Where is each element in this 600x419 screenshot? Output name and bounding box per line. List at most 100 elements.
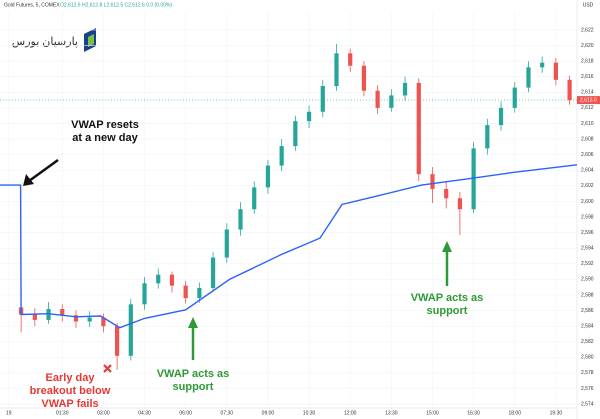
x-tick-label: 10:30 — [303, 410, 316, 416]
price-tag: 2,613.0 — [580, 97, 597, 103]
x-tick-label: 07:30 — [221, 410, 234, 416]
y-tick-label: 2,598 — [581, 214, 594, 220]
logo-text: پارسیان بورس — [12, 36, 78, 48]
y-tick-label: 2,604 — [581, 168, 594, 174]
candle-body — [306, 111, 312, 122]
candle-body — [498, 107, 504, 126]
chart-title: Gold Futures, 5, COMEX — [4, 2, 60, 8]
vwap-line — [0, 164, 578, 329]
candle-body — [279, 146, 284, 166]
x-tick-label: 04:30 — [138, 410, 151, 416]
y-tick-label: 2,596 — [581, 230, 594, 236]
y-tick-label: 2,608 — [581, 136, 594, 142]
y-tick-label: 2,600 — [581, 199, 594, 205]
currency: USD — [583, 2, 594, 8]
candle-body — [128, 304, 133, 356]
candle-body — [156, 274, 161, 284]
candle-body — [115, 326, 120, 356]
candle-body — [238, 209, 243, 230]
candle-body — [101, 317, 106, 327]
y-tick-label: 2,574 — [581, 401, 594, 407]
y-tick-label: 2,590 — [581, 277, 594, 283]
candle-body — [361, 65, 367, 91]
arrow-head — [23, 174, 34, 186]
annotation: Early day — [46, 372, 96, 384]
x-tick-label: 19:30 — [550, 410, 563, 416]
y-tick-label: 2,582 — [581, 339, 594, 345]
y-tick-label: 2,614 — [581, 90, 594, 96]
y-tick-label: 2,610 — [581, 121, 594, 127]
candle-body — [402, 82, 408, 96]
candle-body — [471, 148, 476, 210]
candle-body — [444, 188, 449, 199]
y-tick-label: 2,584 — [581, 323, 594, 329]
y-tick-label: 2,612 — [581, 105, 594, 111]
candle-body — [375, 90, 380, 108]
y-tick-label: 2,618 — [581, 58, 594, 64]
arrow-shaft — [28, 158, 59, 183]
annotation: VWAP fails — [41, 398, 98, 410]
ohlc-header: O2,612.6 H2,612.8 L2,612.5 C2,612.6 0.0 … — [60, 2, 172, 8]
x-marker — [103, 364, 112, 373]
candle-body — [293, 121, 298, 147]
candle-body — [540, 62, 545, 68]
candle-body — [142, 283, 147, 305]
y-tick-label: 2,622 — [581, 27, 594, 33]
y-tick-label: 2,588 — [581, 292, 594, 298]
y-tick-label: 2,606 — [581, 152, 594, 158]
candle-body — [485, 125, 490, 149]
x-tick-label: 13:30 — [385, 410, 398, 416]
candle-body — [348, 53, 353, 66]
price-tag-bg — [577, 96, 600, 105]
annotation: VWAP resets — [71, 119, 139, 131]
candle-body — [183, 285, 188, 299]
y-tick-label: 2,594 — [581, 246, 594, 252]
y-tick-label: 2,592 — [581, 261, 594, 267]
y-tick-label: 2,576 — [581, 386, 594, 392]
x-tick-label: 18:00 — [508, 410, 521, 416]
candle-body — [457, 198, 462, 210]
candle-body — [553, 62, 558, 80]
candle-body — [210, 257, 216, 288]
candle-body — [252, 187, 257, 210]
arrow-head — [188, 317, 198, 328]
candle-body — [32, 314, 37, 320]
candle-body — [567, 79, 572, 101]
annotation: breakout below — [30, 385, 111, 397]
x-tick-label: 03:00 — [97, 410, 110, 416]
x-tick-label: 06:00 — [179, 410, 192, 416]
candle-body — [512, 87, 517, 108]
candle-body — [430, 174, 435, 189]
candle-body — [169, 274, 175, 286]
candle-body — [389, 95, 394, 108]
annotation: VWAP acts as — [411, 292, 484, 304]
annotation: VWAP acts as — [157, 368, 230, 380]
candle-body — [87, 317, 92, 322]
candle-body — [60, 309, 65, 316]
annotation: support — [173, 381, 214, 393]
x-tick-label: 19 — [6, 410, 12, 416]
candle-body — [265, 165, 271, 188]
candle-body — [334, 53, 339, 87]
logo: پارسیان بورس — [12, 28, 96, 52]
x-tick-label: 16:30 — [467, 410, 480, 416]
y-tick-label: 2,602 — [581, 183, 594, 189]
candle-body — [526, 67, 531, 88]
logo-icon-inner — [88, 34, 94, 47]
x-tick-label: 15:00 — [426, 410, 439, 416]
candle-body — [197, 287, 202, 299]
annotation: support — [427, 305, 468, 317]
candle-body — [224, 229, 229, 258]
y-tick-label: 2,578 — [581, 370, 594, 376]
plot — [0, 12, 578, 408]
x-tick-label: 01:30 — [56, 410, 69, 416]
x-tick-label: 12:00 — [344, 410, 357, 416]
candle-body — [73, 315, 79, 322]
candle-body — [416, 82, 421, 175]
y-tick-label: 2,580 — [581, 355, 594, 361]
candle-body — [320, 86, 325, 112]
arrows — [23, 158, 452, 373]
